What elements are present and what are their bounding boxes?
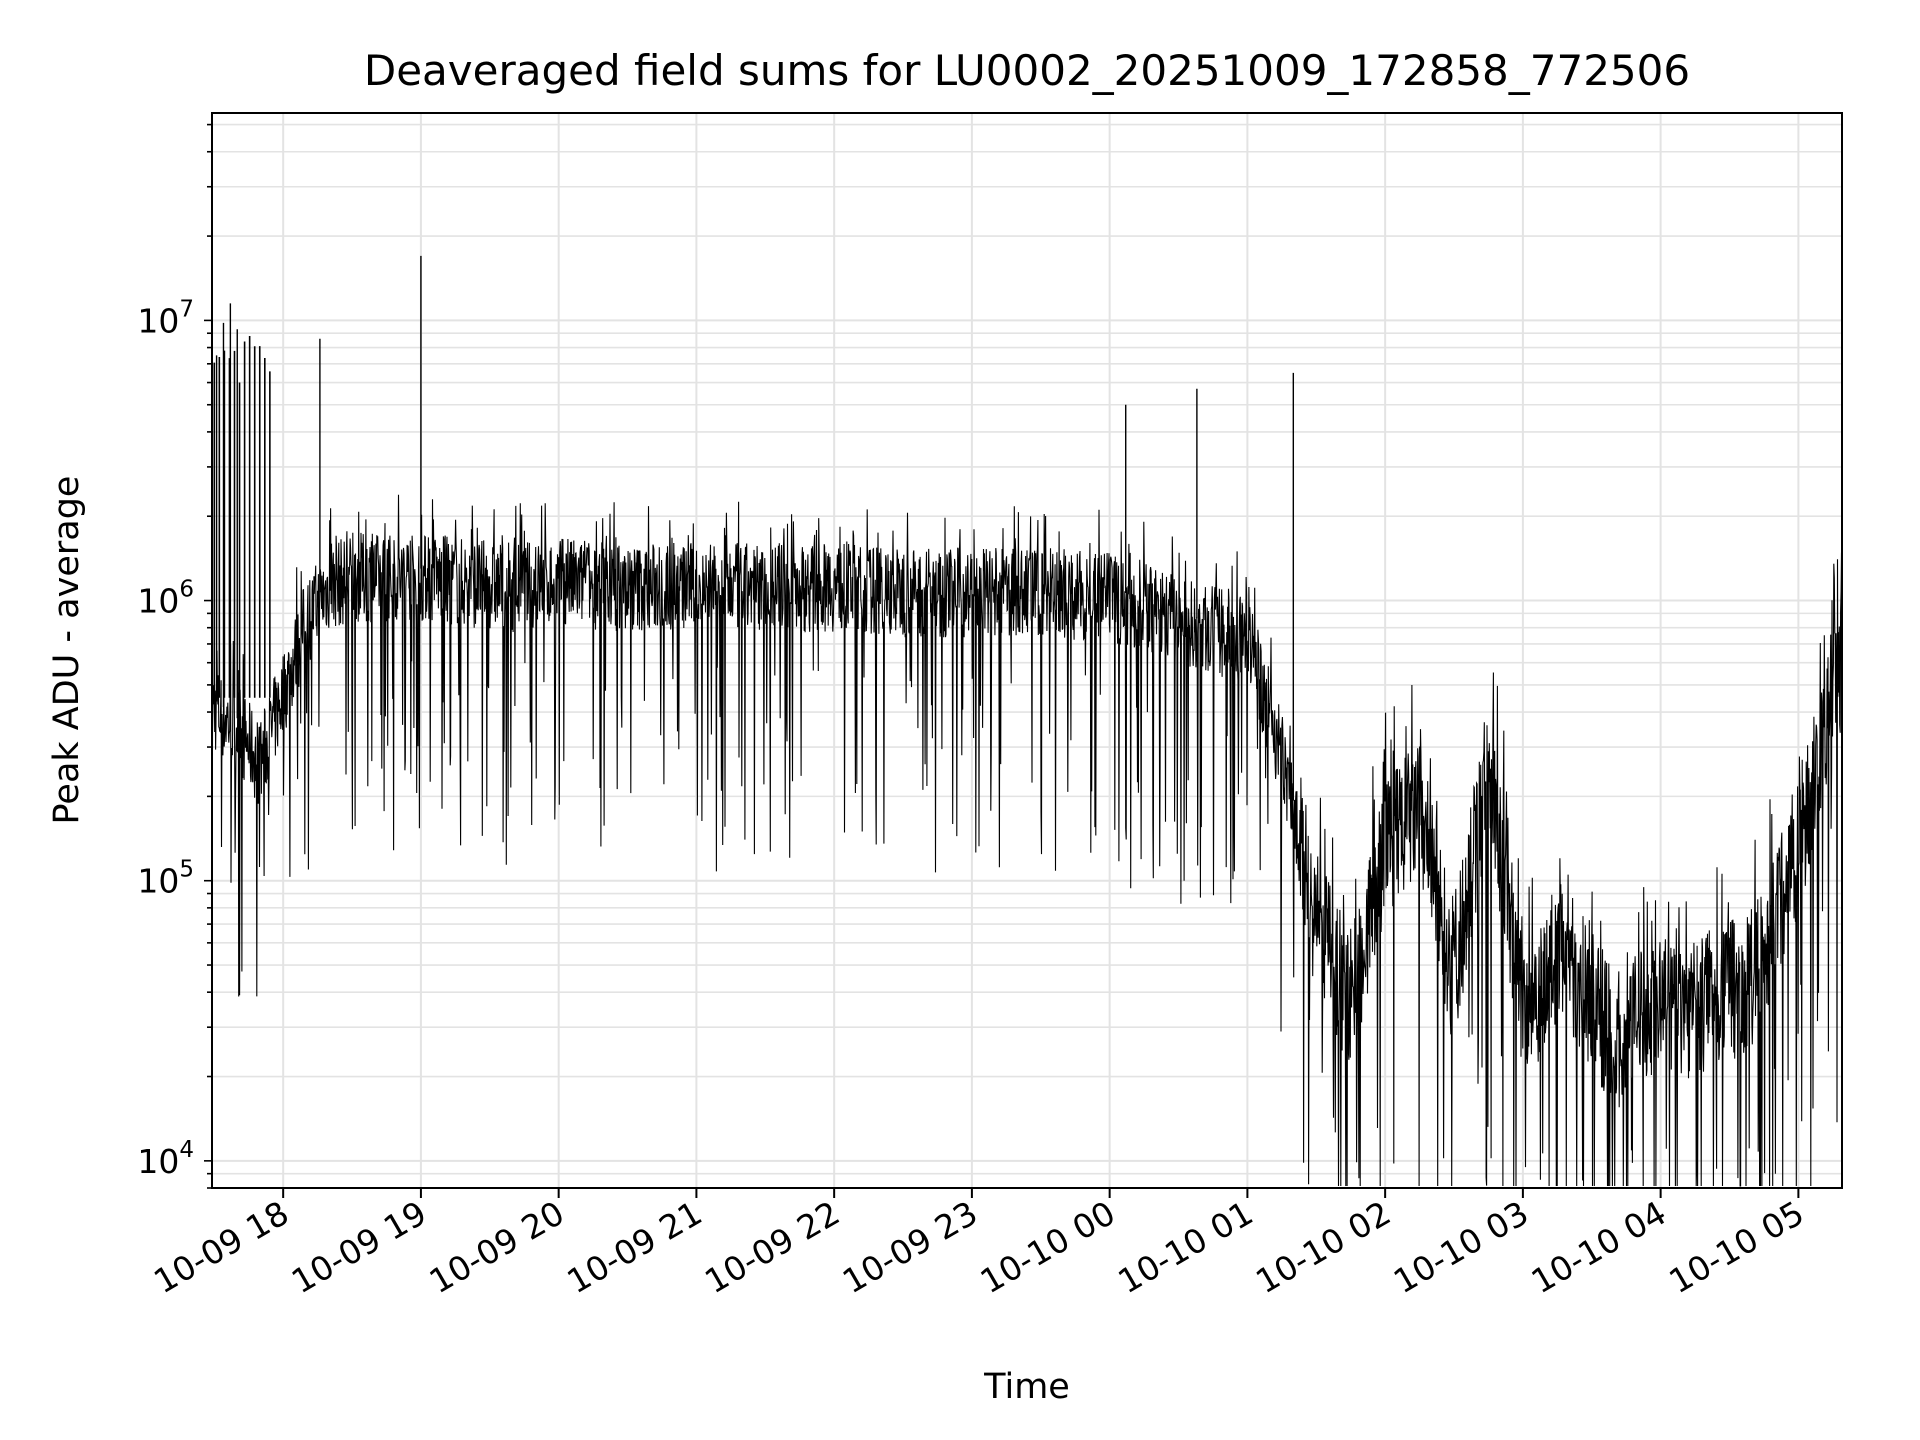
- y-tick-label: 104: [137, 1137, 194, 1181]
- chart-title: Deaveraged field sums for LU0002_2025100…: [364, 46, 1690, 95]
- y-axis-title: Peak ADU - average: [47, 476, 87, 825]
- y-tick-label: 107: [137, 296, 194, 340]
- plot-frame: [211, 112, 1843, 1189]
- y-tick-label: 105: [137, 857, 194, 901]
- series-line: [211, 494, 1843, 1187]
- x-axis-title: Time: [983, 1367, 1070, 1407]
- series-layer: [211, 255, 1843, 1187]
- y-tick-label: 106: [137, 577, 194, 621]
